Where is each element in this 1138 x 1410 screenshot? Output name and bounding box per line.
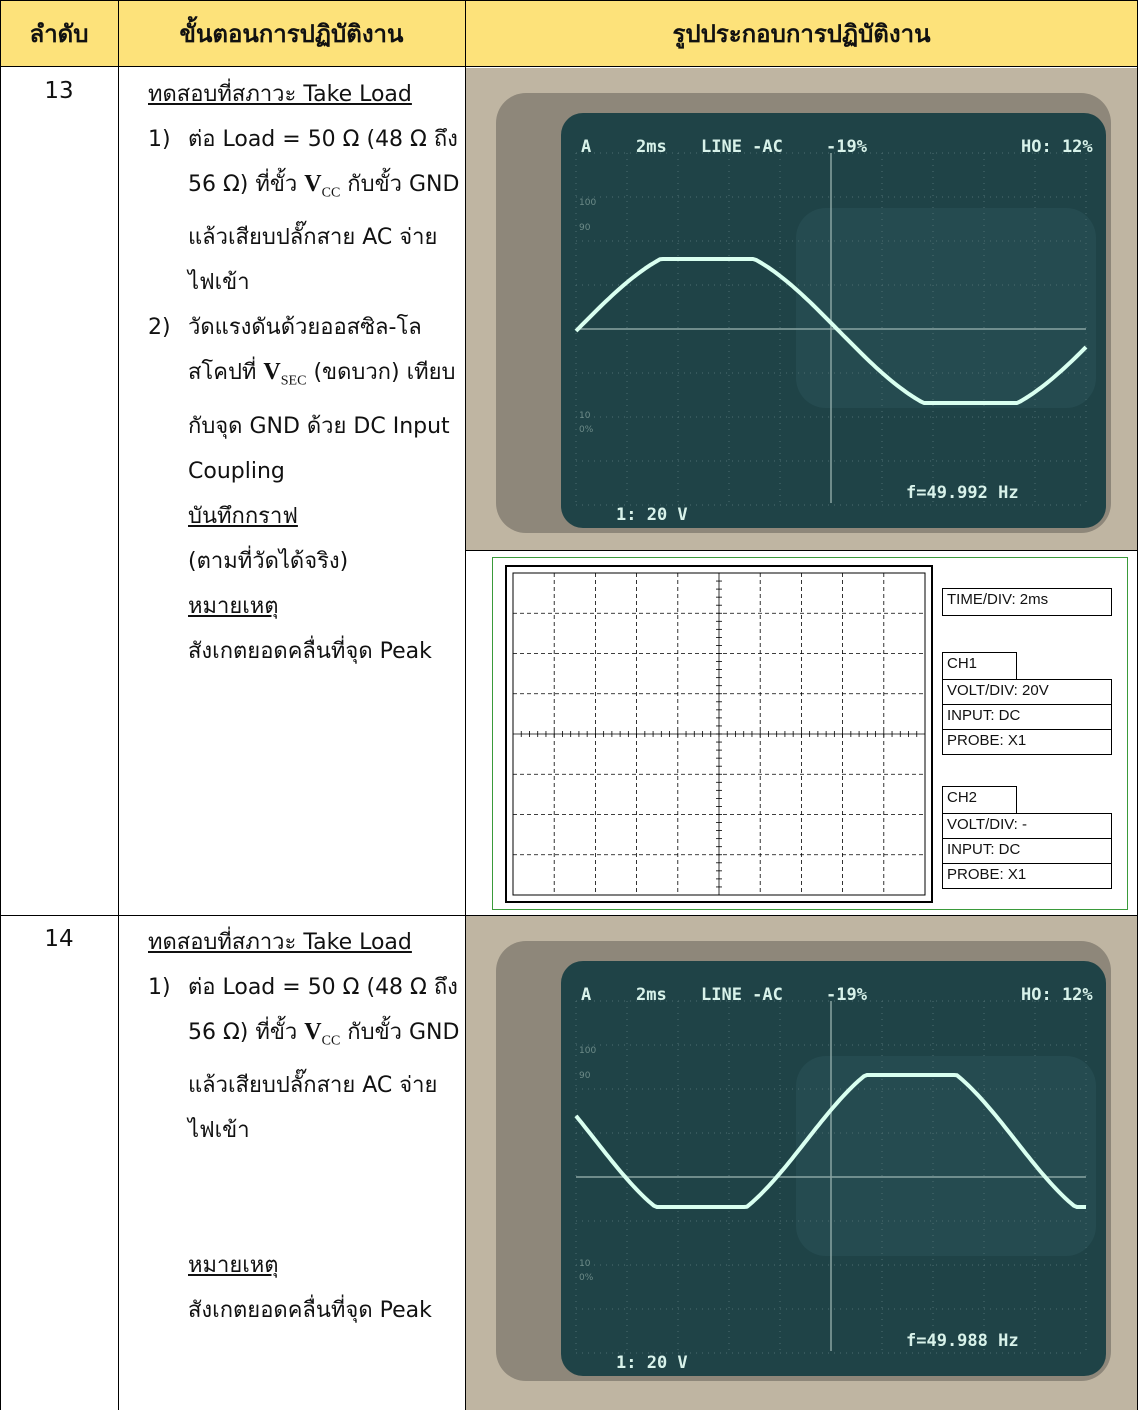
scope-scale: 0% xyxy=(579,425,594,435)
symbol: V xyxy=(304,1019,321,1045)
channel-label: CH1 xyxy=(942,652,1017,680)
scope-scale: 10 xyxy=(579,1259,591,1269)
screen-glare xyxy=(796,1056,1096,1256)
input: INPUT: DC xyxy=(942,704,1112,730)
row-number: 14 xyxy=(0,926,118,952)
step: 1)ต่อ Load = 50 Ω (48 Ω ถึง 56 Ω) ที่ขั้… xyxy=(148,117,460,305)
symbol: V xyxy=(304,171,321,197)
row-number: 13 xyxy=(0,78,118,104)
scope-frequency: f=49.992 Hz xyxy=(906,483,1019,503)
scope-readout: 2ms xyxy=(636,137,667,157)
symbol: V xyxy=(263,359,280,385)
step: 1)ต่อ Load = 50 Ω (48 Ω ถึง 56 Ω) ที่ขั้… xyxy=(148,965,460,1153)
heading: ทดสอบที่สภาวะ Take Load xyxy=(148,920,460,965)
scope-photo: A 2ms LINE -AC -19% HO: 12% 100 90 10 0% 1: 20 V f… xyxy=(466,68,1137,550)
heading: ทดสอบที่สภาวะ Take Load xyxy=(148,72,460,117)
volt-div: VOLT/DIV: 20V xyxy=(942,679,1112,705)
scope-readout: -19% xyxy=(826,137,868,157)
scope-scale: 0% xyxy=(579,1273,594,1283)
scope-scale: 100 xyxy=(579,1046,596,1056)
note: หมายเหตุ xyxy=(188,584,460,629)
scope-channel: 1: 20 V xyxy=(616,505,688,525)
input: INPUT: DC xyxy=(942,838,1112,864)
probe: PROBE: X1 xyxy=(942,863,1112,889)
step-text: วัดแรงดันด้วยออสซิล-โลสโคปที่ VSEC (ขดบว… xyxy=(188,305,460,493)
scope-channel: 1: 20 V xyxy=(616,1353,688,1373)
header-cell: ขั้นตอนการปฏิบัติงาน xyxy=(118,0,465,67)
scope-readout: LINE -AC xyxy=(701,985,783,1005)
note-text: สังเกตยอดคลื่นที่จุด Peak xyxy=(188,629,460,674)
scope-readout: LINE -AC xyxy=(701,137,783,157)
scope-readout: HO: 12% xyxy=(1021,137,1093,157)
border xyxy=(465,550,1138,551)
scope-scale: 90 xyxy=(579,1071,591,1081)
note-text: สังเกตยอดคลื่นที่จุด Peak xyxy=(188,1288,460,1333)
scope-frequency: f=49.988 Hz xyxy=(906,1331,1019,1351)
page: {"header": {"number": "ลำดับ", "steps": … xyxy=(0,0,1138,1410)
subscript: CC xyxy=(322,1033,341,1048)
scope-readout: A xyxy=(581,985,591,1005)
volt-div: VOLT/DIV: - xyxy=(942,813,1112,839)
header-cell: ลำดับ xyxy=(0,0,118,67)
step: 2)วัดแรงดันด้วยออสซิล-โลสโคปที่ VSEC (ขด… xyxy=(148,305,460,493)
marker: 1) xyxy=(148,117,188,305)
step-text: ต่อ Load = 50 Ω (48 Ω ถึง 56 Ω) ที่ขั้ว … xyxy=(188,965,460,1153)
border xyxy=(118,0,119,1410)
subscript: CC xyxy=(322,185,341,200)
subscript: SEC xyxy=(281,374,307,389)
border xyxy=(0,0,1138,1)
scope-scale: 10 xyxy=(579,411,591,421)
record: บันทึกกราฟ xyxy=(188,494,460,539)
record-note: (ตามที่วัดได้จริง) xyxy=(188,539,460,584)
scope-photo: A 2ms LINE -AC -19% HO: 12% 100 90 10 0% 1: 20 V f… xyxy=(466,916,1137,1410)
scope-readout: -19% xyxy=(826,985,868,1005)
border xyxy=(0,0,1,1410)
scope-readout: A xyxy=(581,137,591,157)
graph-grid xyxy=(505,565,935,905)
scope-scale: 90 xyxy=(579,223,591,233)
channel-label: CH2 xyxy=(942,786,1017,814)
note: หมายเหตุ xyxy=(188,1243,460,1288)
step-text: ต่อ Load = 50 Ω (48 Ω ถึง 56 Ω) ที่ขั้ว … xyxy=(188,117,460,305)
scope-scale: 100 xyxy=(579,198,596,208)
header-cell: รูปประกอบการปฏิบัติงาน xyxy=(465,0,1138,67)
time-div: TIME/DIV: 2ms xyxy=(942,588,1112,616)
scope-readout: 2ms xyxy=(636,985,667,1005)
marker: 1) xyxy=(148,965,188,1153)
marker: 2) xyxy=(148,305,188,493)
steps: ทดสอบที่สภาวะ Take Load 1)ต่อ Load = 50 … xyxy=(148,920,460,1333)
scope-readout: HO: 12% xyxy=(1021,985,1093,1005)
probe: PROBE: X1 xyxy=(942,729,1112,755)
steps: ทดสอบที่สภาวะ Take Load 1)ต่อ Load = 50 … xyxy=(148,72,460,674)
